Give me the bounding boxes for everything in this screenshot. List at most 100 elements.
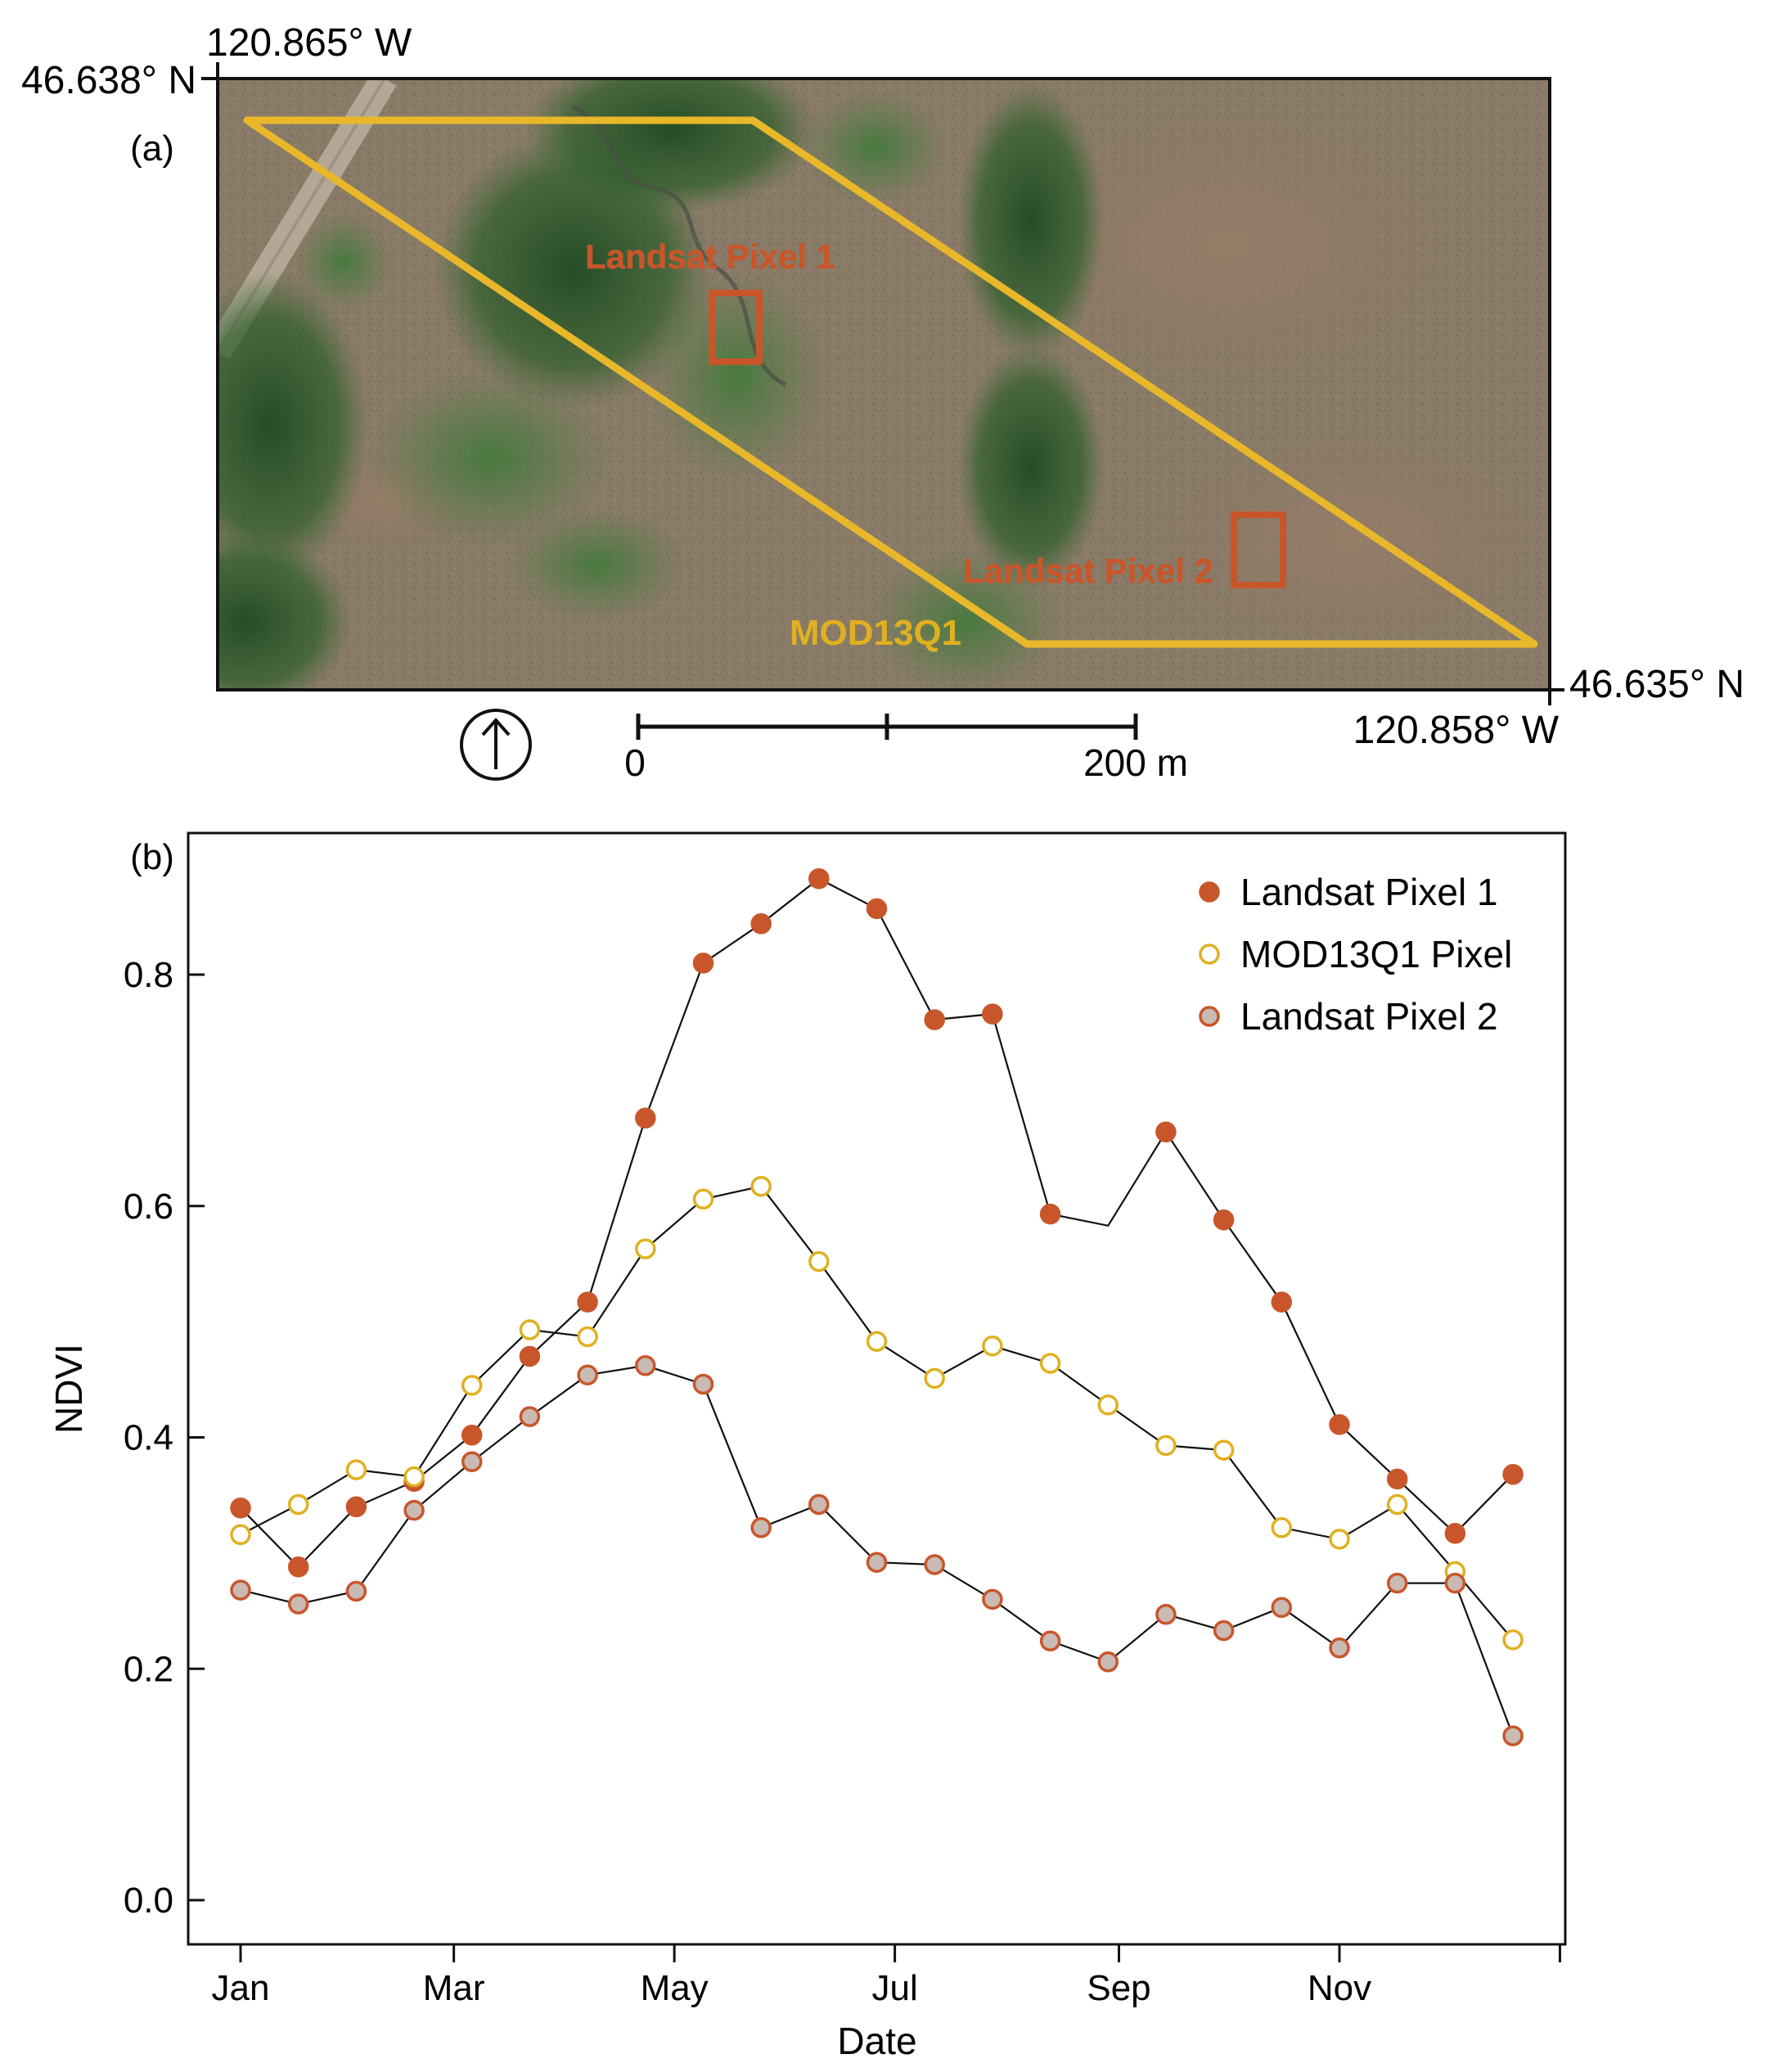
data-point	[345, 1496, 367, 1518]
data-point	[1213, 1619, 1235, 1642]
data-point	[1155, 1435, 1177, 1457]
data-point	[866, 898, 888, 920]
data-point	[924, 1554, 945, 1575]
data-point	[982, 1003, 1003, 1025]
scale-bar	[636, 714, 1138, 740]
data-point	[345, 1580, 367, 1602]
data-point	[287, 1556, 309, 1578]
data-point	[635, 1107, 656, 1129]
data-point	[808, 1250, 830, 1272]
landsat-pixel-2-label: Landsat Pixel 2	[963, 552, 1213, 590]
data-point	[1502, 1725, 1524, 1746]
data-point	[1271, 1517, 1293, 1538]
data-point	[1502, 1629, 1524, 1651]
y-tick-label: 0.2	[124, 1649, 173, 1689]
scale-bar-end-label: 200 m	[1083, 741, 1188, 784]
data-point	[1097, 1394, 1119, 1416]
north-arrow-icon	[460, 709, 532, 781]
data-point	[692, 1373, 714, 1395]
data-point	[1329, 1637, 1350, 1659]
data-point	[461, 1424, 483, 1446]
data-point	[635, 1238, 656, 1259]
data-point	[1271, 1291, 1293, 1313]
landsat-pixel-2-box	[1231, 511, 1286, 588]
data-point	[230, 1524, 251, 1546]
data-point	[345, 1459, 367, 1480]
bottom-right-longitude: 120.858° W	[1353, 709, 1560, 752]
y-tick-label: 0.0	[124, 1881, 173, 1921]
data-point	[808, 1493, 830, 1516]
scale-bar-start-label: 0	[624, 741, 646, 784]
y-tick-label: 0.8	[124, 955, 173, 995]
data-point	[1213, 1209, 1235, 1231]
legend-marker	[1199, 1006, 1220, 1027]
legend: Landsat Pixel 1 MOD13Q1 Pixel Landsat Pixe…	[1199, 871, 1512, 1038]
top-left-longitude: 120.865° W	[206, 21, 412, 65]
data-point	[230, 1579, 251, 1601]
data-point	[750, 913, 772, 935]
map-frame	[216, 77, 1551, 691]
data-point	[403, 1499, 425, 1521]
data-point	[1386, 1493, 1408, 1516]
data-point	[1097, 1651, 1119, 1673]
data-point	[1155, 1121, 1177, 1143]
series-line	[240, 877, 1514, 1569]
data-point	[808, 867, 830, 890]
data-point	[1213, 1439, 1235, 1461]
x-tick-label: Jul	[871, 1968, 917, 2008]
series-line	[240, 1364, 1515, 1736]
x-axis-label: Date	[837, 2020, 916, 2062]
data-point	[1444, 1523, 1466, 1544]
data-point	[635, 1355, 656, 1376]
landsat-pixel-1-label: Landsat Pixel 1	[585, 237, 835, 276]
data-point	[230, 1497, 251, 1519]
data-point	[519, 1406, 541, 1427]
data-point	[866, 1552, 888, 1573]
data-point	[461, 1375, 483, 1396]
panel-a-label: (a)	[130, 128, 174, 169]
data-point	[519, 1345, 541, 1367]
y-tick-label: 0.4	[124, 1418, 173, 1458]
series-landsat-pixel-1	[230, 867, 1524, 1578]
x-tick-label: Nov	[1308, 1968, 1371, 2008]
series-mod13q1-pixel	[230, 1175, 1524, 1651]
data-point	[1329, 1414, 1350, 1435]
data-point	[1502, 1463, 1524, 1485]
data-point	[982, 1336, 1003, 1357]
data-point	[1271, 1597, 1293, 1619]
bottom-right-latitude: 46.635° N	[1569, 663, 1744, 706]
data-point	[1155, 1604, 1177, 1625]
legend-marker	[1199, 881, 1220, 903]
legend-label: Landsat Pixel 2	[1240, 995, 1498, 1038]
y-tick-label: 0.6	[124, 1187, 173, 1227]
data-point	[519, 1319, 541, 1340]
satellite-image	[218, 79, 1550, 690]
data-point	[924, 1367, 945, 1390]
data-point	[1386, 1572, 1408, 1594]
data-point	[1329, 1529, 1350, 1550]
x-axis: Jan Mar May Jul Sep Nov	[212, 1944, 1561, 2008]
data-point	[461, 1451, 483, 1472]
series-layer	[230, 867, 1524, 1746]
data-point	[1039, 1353, 1061, 1374]
data-point	[287, 1593, 309, 1615]
legend-marker	[1199, 944, 1220, 965]
data-point	[924, 1009, 945, 1030]
data-point	[287, 1493, 309, 1516]
legend-label: MOD13Q1 Pixel	[1240, 933, 1512, 975]
plot-frame	[187, 831, 1567, 1946]
x-tick-label: Mar	[423, 1968, 485, 2008]
data-point	[1386, 1468, 1408, 1490]
data-point	[692, 1188, 714, 1210]
x-tick-label: Sep	[1087, 1968, 1150, 2008]
panel-b: (b) 0.0 0.2 0.4 0.6 0.8 Jan Mar May Jul Sep Nov N…	[47, 831, 1567, 2062]
data-point	[577, 1364, 598, 1385]
data-point	[1039, 1203, 1061, 1225]
x-tick-label: May	[641, 1968, 709, 2008]
data-point	[692, 953, 714, 974]
data-point	[750, 1517, 772, 1538]
data-point	[866, 1331, 888, 1352]
top-left-latitude: 46.638° N	[21, 59, 196, 102]
modis-footprint-outline	[243, 116, 1538, 648]
panel-b-label: (b)	[130, 837, 174, 877]
